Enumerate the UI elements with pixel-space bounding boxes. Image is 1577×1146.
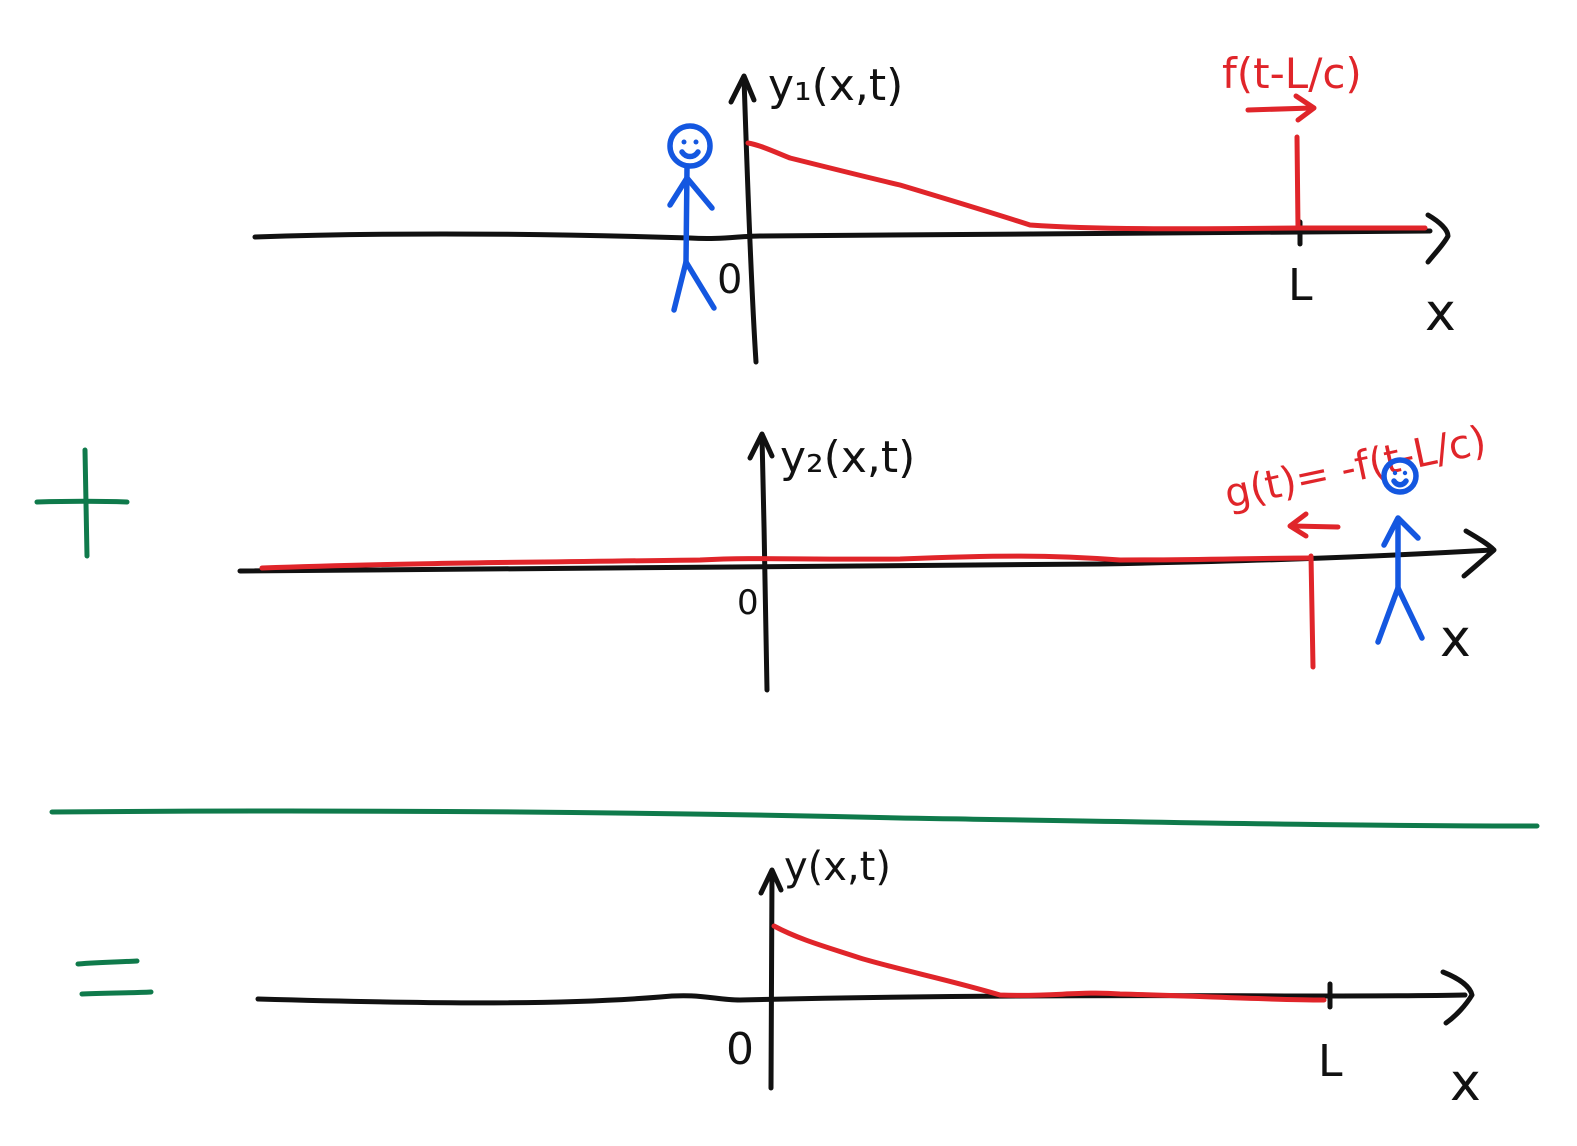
bottom-L-label: L — [1318, 1036, 1343, 1087]
top-y-label: y₁(x,t) — [768, 60, 903, 111]
middle-wave-label: g(t)= -f(t-L/c) — [1221, 417, 1491, 517]
top-x-axis — [252, 228, 1433, 242]
middle-wave-curve — [259, 553, 1314, 571]
middle-y-arrowhead — [747, 431, 775, 461]
middle-y-axis — [759, 433, 770, 693]
top-wave-label: f(t-L/c) — [1222, 49, 1362, 98]
sum-separator-line — [49, 808, 1540, 829]
bottom-panel: y(x,t) 0 L x — [75, 844, 1481, 1113]
bottom-origin-label: 0 — [726, 1024, 754, 1075]
top-y-arrowhead — [728, 73, 757, 105]
plus-operator — [34, 447, 130, 559]
stick-person-icon — [1375, 457, 1425, 645]
top-x-arrowhead — [1425, 212, 1451, 265]
bottom-y-label: y(x,t) — [784, 844, 891, 890]
arrow-left-icon — [1287, 511, 1341, 539]
middle-origin-label: 0 — [737, 583, 759, 623]
top-L-label: L — [1288, 260, 1313, 311]
equals-operator — [75, 958, 154, 997]
top-x-label: x — [1425, 283, 1456, 343]
arrow-right-icon — [1245, 93, 1317, 123]
middle-y-label: y₂(x,t) — [780, 432, 915, 483]
middle-panel: y₂(x,t) 0 x g(t)= -f(t-L/c) — [34, 417, 1497, 693]
bottom-y-arrowhead — [758, 867, 784, 896]
top-panel: y₁(x,t) 0 L x f(t-L/c) — [252, 49, 1456, 365]
bottom-y-axis — [768, 869, 775, 1091]
top-y-axis — [741, 75, 759, 365]
top-origin-label: 0 — [717, 257, 742, 303]
middle-x-arrowhead — [1461, 528, 1497, 579]
stick-person-icon — [667, 123, 717, 313]
middle-wave-step — [1308, 553, 1316, 670]
bottom-x-label: x — [1450, 1053, 1481, 1113]
top-wave-curve — [745, 140, 1428, 232]
bottom-x-arrowhead — [1440, 969, 1475, 1026]
top-wave-step — [1294, 134, 1301, 231]
middle-x-axis — [237, 547, 1495, 574]
bottom-wave-curve — [771, 923, 1327, 1003]
middle-x-label: x — [1440, 609, 1471, 669]
bottom-x-axis — [255, 992, 1468, 1006]
